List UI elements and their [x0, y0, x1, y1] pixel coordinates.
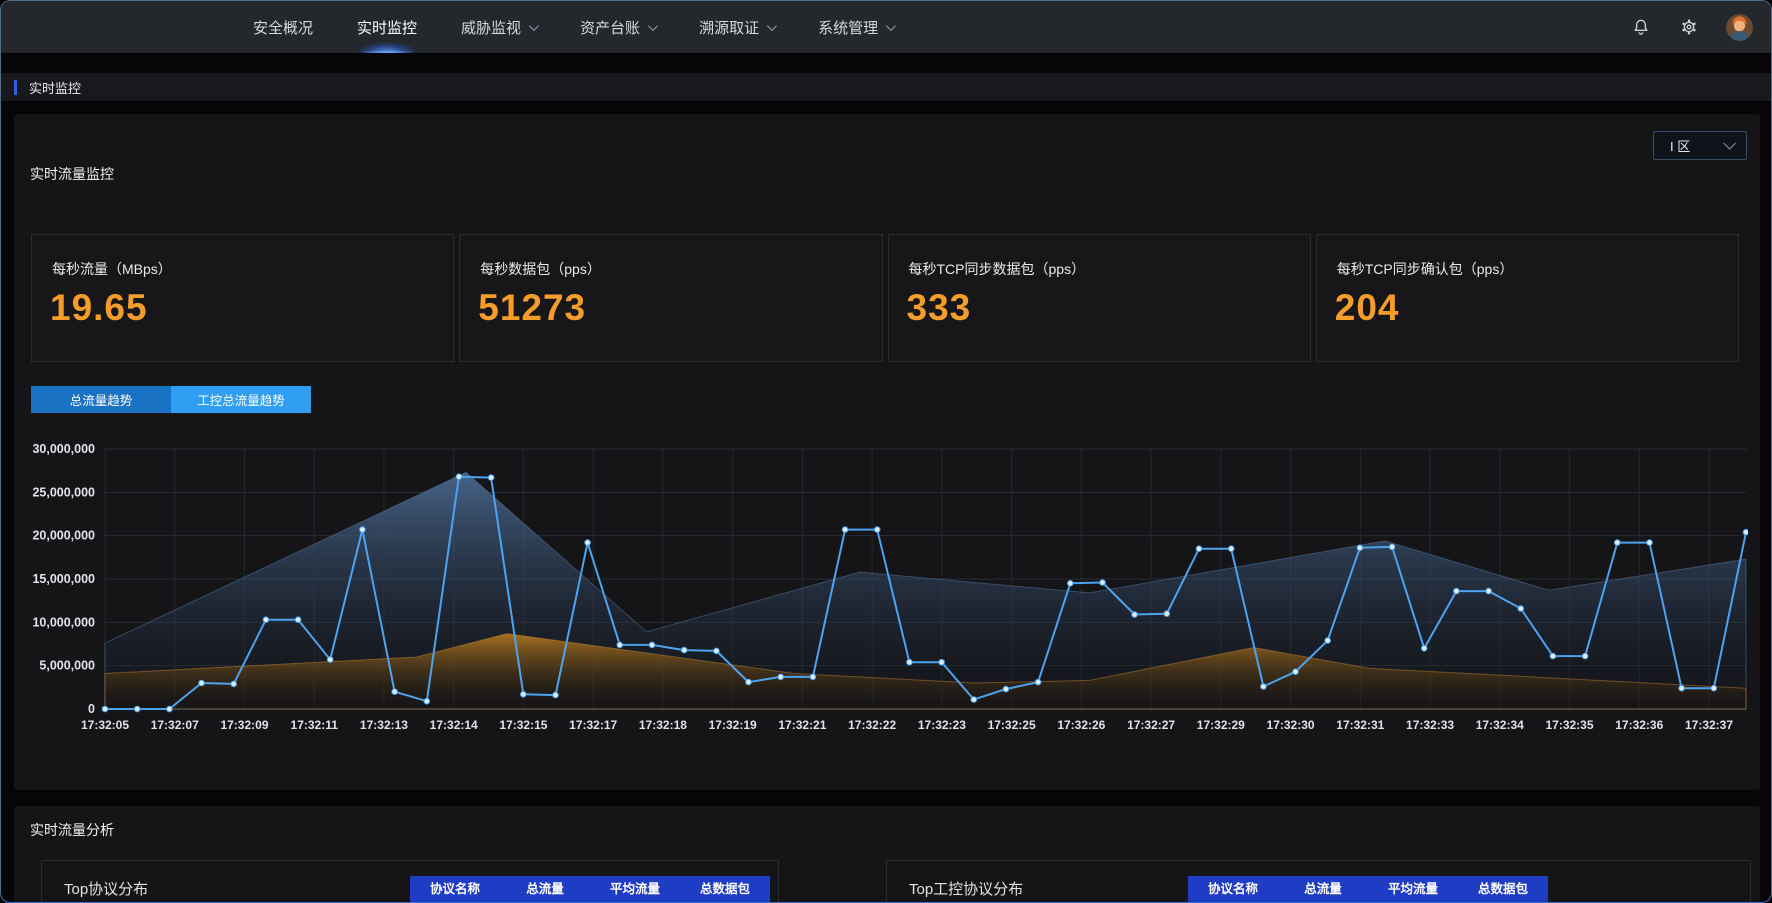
table-header: 协议名称总流量平均流量总数据包: [410, 876, 770, 902]
traffic-monitor-panel: I 区 实时流量监控 每秒流量（MBps） 19.65 每秒数据包（pps） 5127…: [14, 114, 1760, 790]
table-header-cell: 总数据包: [1458, 876, 1548, 902]
monitor-panel-title: 实时流量监控: [30, 164, 114, 184]
table-header-cell: 平均流量: [1368, 876, 1458, 902]
table-header-cell: 总数据包: [680, 876, 770, 902]
svg-text:17:32:18: 17:32:18: [639, 718, 687, 732]
svg-text:20,000,000: 20,000,000: [32, 529, 95, 543]
svg-text:15,000,000: 15,000,000: [32, 572, 95, 586]
trend-tabs: 总流量趋势工控总流量趋势: [31, 386, 311, 413]
table-title: Top协议分布: [64, 878, 148, 899]
app-window: 安全概况实时监控威胁监视资产台账溯源取证系统管理: [0, 0, 1772, 903]
svg-text:17:32:26: 17:32:26: [1057, 718, 1105, 732]
stat-value: 333: [907, 287, 972, 329]
analysis-panel-title: 实时流量分析: [30, 820, 114, 840]
nav-item-5[interactable]: 系统管理: [816, 1, 895, 53]
svg-text:17:32:27: 17:32:27: [1127, 718, 1175, 732]
svg-text:17:32:14: 17:32:14: [430, 718, 478, 732]
nav-item-label: 溯源取证: [699, 17, 759, 38]
tab-0[interactable]: 总流量趋势: [31, 386, 171, 413]
table-title: Top工控协议分布: [909, 878, 1023, 899]
nav-item-label: 实时监控: [357, 17, 417, 38]
svg-text:25,000,000: 25,000,000: [32, 485, 95, 499]
tab-1[interactable]: 工控总流量趋势: [171, 386, 311, 413]
chart-canvas: 0 5,000,000 10,000,000 15,000,000 20,000,000…: [26, 436, 1748, 748]
svg-text:17:32:07: 17:32:07: [151, 718, 199, 732]
breadcrumb-label: 实时监控: [29, 78, 81, 97]
breadcrumb-accent: [14, 80, 17, 95]
breadcrumb: 实时监控: [1, 73, 1771, 101]
svg-text:30,000,000: 30,000,000: [32, 442, 95, 456]
nav-item-label: 系统管理: [818, 17, 878, 38]
nav-item-4[interactable]: 溯源取证: [697, 1, 776, 53]
stat-card-1: 每秒数据包（pps） 51273: [459, 234, 882, 362]
svg-text:17:32:34: 17:32:34: [1476, 718, 1524, 732]
user-avatar[interactable]: [1726, 14, 1753, 41]
stat-label: 每秒TCP同步数据包（pps）: [909, 259, 1086, 279]
top-navbar: 安全概况 实时监控 威胁监视 资产台账 溯源取证 系统管理: [1, 1, 1771, 53]
chevron-down-icon: [767, 21, 777, 31]
gear-icon[interactable]: [1678, 16, 1700, 38]
stat-value: 204: [1335, 287, 1400, 329]
svg-text:17:32:35: 17:32:35: [1545, 718, 1593, 732]
region-select-value: I 区: [1670, 136, 1723, 155]
nav-item-2[interactable]: 威胁监视: [459, 1, 538, 53]
stat-value: 51273: [478, 287, 586, 329]
svg-text:17:32:05: 17:32:05: [81, 718, 129, 732]
svg-text:17:32:37: 17:32:37: [1685, 718, 1733, 732]
table-header-cell: 总流量: [500, 876, 590, 902]
svg-text:17:32:25: 17:32:25: [988, 718, 1036, 732]
traffic-analysis-panel: 实时流量分析 Top协议分布协议名称总流量平均流量总数据包Top工控协议分布协议…: [14, 806, 1760, 903]
svg-text:17:32:31: 17:32:31: [1336, 718, 1384, 732]
bell-icon[interactable]: [1630, 16, 1652, 38]
stat-card-2: 每秒TCP同步数据包（pps） 333: [888, 234, 1311, 362]
region-select-dropdown[interactable]: I 区: [1653, 131, 1747, 160]
svg-text:17:32:15: 17:32:15: [499, 718, 547, 732]
nav-item-label: 安全概况: [253, 17, 313, 38]
svg-text:17:32:13: 17:32:13: [360, 718, 408, 732]
chevron-down-icon: [1723, 137, 1736, 150]
stats-row: 每秒流量（MBps） 19.65 每秒数据包（pps） 51273 每秒TCP同步数据包…: [31, 234, 1739, 362]
stat-label: 每秒TCP同步确认包（pps）: [1337, 259, 1514, 279]
chevron-down-icon: [648, 21, 658, 31]
svg-text:17:32:33: 17:32:33: [1406, 718, 1454, 732]
stat-label: 每秒数据包（pps）: [480, 259, 601, 279]
traffic-trend-chart: 0 5,000,000 10,000,000 15,000,000 20,000,000…: [26, 436, 1748, 748]
table-header-cell: 协议名称: [410, 876, 500, 902]
nav-item-0[interactable]: 安全概况: [251, 1, 315, 53]
svg-text:5,000,000: 5,000,000: [39, 659, 95, 673]
nav-item-3[interactable]: 资产台账: [578, 1, 657, 53]
svg-text:17:32:17: 17:32:17: [569, 718, 617, 732]
svg-text:17:32:11: 17:32:11: [291, 718, 339, 732]
nav-item-1[interactable]: 实时监控: [355, 1, 419, 53]
nav-item-label: 资产台账: [580, 17, 640, 38]
stat-value: 19.65: [50, 287, 148, 329]
svg-text:17:32:23: 17:32:23: [918, 718, 966, 732]
table-header-cell: 协议名称: [1188, 876, 1278, 902]
svg-text:17:32:19: 17:32:19: [709, 718, 757, 732]
protocol-table-0: Top协议分布 协议名称总流量平均流量总数据包: [41, 860, 779, 903]
table-header-cell: 总流量: [1278, 876, 1368, 902]
svg-text:17:32:09: 17:32:09: [220, 718, 268, 732]
nav-item-label: 威胁监视: [461, 17, 521, 38]
svg-text:10,000,000: 10,000,000: [32, 615, 95, 629]
svg-text:17:32:21: 17:32:21: [778, 718, 826, 732]
protocol-table-1: Top工控协议分布 协议名称总流量平均流量总数据包: [886, 860, 1751, 903]
stat-card-0: 每秒流量（MBps） 19.65: [31, 234, 454, 362]
svg-text:17:32:30: 17:32:30: [1267, 718, 1315, 732]
main-nav: 安全概况 实时监控 威胁监视 资产台账 溯源取证 系统管理: [251, 1, 895, 53]
navbar-actions: [1630, 1, 1753, 53]
svg-text:17:32:22: 17:32:22: [848, 718, 896, 732]
stat-card-3: 每秒TCP同步确认包（pps） 204: [1316, 234, 1739, 362]
svg-text:17:32:36: 17:32:36: [1615, 718, 1663, 732]
svg-text:17:32:29: 17:32:29: [1197, 718, 1245, 732]
stat-label: 每秒流量（MBps）: [52, 259, 172, 279]
chevron-down-icon: [886, 21, 896, 31]
chevron-down-icon: [529, 21, 539, 31]
table-header: 协议名称总流量平均流量总数据包: [1188, 876, 1548, 902]
svg-text:0: 0: [88, 702, 95, 716]
table-header-cell: 平均流量: [590, 876, 680, 902]
